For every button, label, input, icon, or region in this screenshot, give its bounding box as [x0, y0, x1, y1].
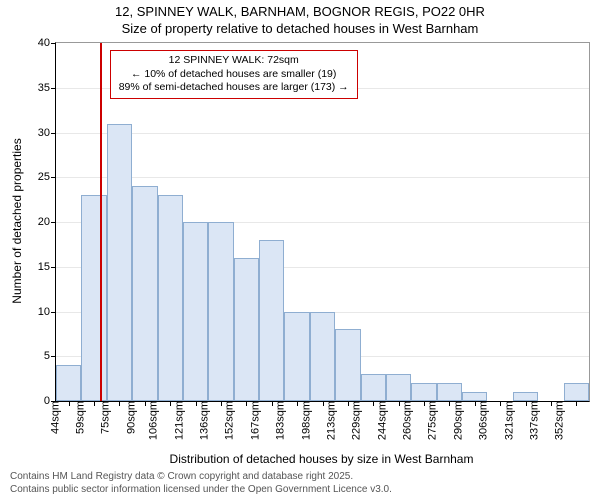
gridline [56, 133, 589, 134]
ytick-mark [51, 356, 56, 357]
ytick-label: 35 [38, 82, 50, 94]
histogram-bar [361, 374, 386, 401]
title-line-2: Size of property relative to detached ho… [0, 21, 600, 38]
xtick-label: 167sqm [243, 401, 261, 440]
annotation-line: 89% of semi-detached houses are larger (… [119, 81, 349, 95]
xtick-label: 352sqm [548, 401, 566, 440]
ytick-label: 5 [44, 350, 50, 362]
plot-area: 051015202530354044sqm59sqm75sqm90sqm106s… [55, 42, 590, 402]
xtick-label: 44sqm [43, 401, 61, 434]
footer-line-1: Contains HM Land Registry data © Crown c… [10, 470, 392, 483]
histogram-bar [284, 312, 309, 402]
histogram-bar [107, 124, 132, 401]
ytick-label: 10 [38, 306, 50, 318]
xtick-label: 275sqm [421, 401, 439, 440]
xtick-label: 183sqm [269, 401, 287, 440]
annotation-box: 12 SPINNEY WALK: 72sqm← 10% of detached … [110, 50, 358, 99]
histogram-bar [208, 222, 233, 401]
histogram-bar [81, 195, 106, 401]
xtick-label: 321sqm [497, 401, 515, 440]
footer-line-2: Contains public sector information licen… [10, 483, 392, 496]
histogram-bar [234, 258, 259, 401]
histogram-bar [513, 392, 538, 401]
ytick-label: 25 [38, 171, 50, 183]
xtick-label: 198sqm [294, 401, 312, 440]
annotation-line: 12 SPINNEY WALK: 72sqm [119, 54, 349, 68]
xtick-label: 136sqm [192, 401, 210, 440]
ytick-label: 40 [38, 37, 50, 49]
xtick-label: 75sqm [94, 401, 112, 434]
annotation-line: ← 10% of detached houses are smaller (19… [119, 68, 349, 82]
xtick-label: 213sqm [319, 401, 337, 440]
ytick-mark [51, 267, 56, 268]
ytick-mark [51, 88, 56, 89]
footer-attribution: Contains HM Land Registry data © Crown c… [10, 470, 392, 496]
histogram-bar [462, 392, 487, 401]
ytick-label: 30 [38, 127, 50, 139]
histogram-bar [335, 329, 360, 401]
histogram-bar [386, 374, 411, 401]
histogram-bar [56, 365, 81, 401]
ytick-mark [51, 43, 56, 44]
histogram-bar [259, 240, 284, 401]
ytick-mark [51, 133, 56, 134]
histogram-bar [564, 383, 589, 401]
xtick-mark [576, 401, 577, 406]
xtick-label: 152sqm [218, 401, 236, 440]
xtick-label: 260sqm [395, 401, 413, 440]
xtick-label: 90sqm [119, 401, 137, 434]
ytick-mark [51, 222, 56, 223]
histogram-bar [310, 312, 335, 402]
chart-title: 12, SPINNEY WALK, BARNHAM, BOGNOR REGIS,… [0, 4, 600, 38]
xtick-label: 59sqm [69, 401, 87, 434]
xtick-label: 306sqm [472, 401, 490, 440]
xtick-label: 337sqm [522, 401, 540, 440]
histogram-bar [437, 383, 462, 401]
chart-container: 12, SPINNEY WALK, BARNHAM, BOGNOR REGIS,… [0, 0, 600, 500]
xtick-label: 106sqm [142, 401, 160, 440]
histogram-bar [132, 186, 157, 401]
histogram-bar [411, 383, 436, 401]
xtick-label: 290sqm [446, 401, 464, 440]
xtick-label: 244sqm [370, 401, 388, 440]
marker-line [100, 43, 102, 401]
ytick-mark [51, 312, 56, 313]
ytick-mark [51, 177, 56, 178]
histogram-bar [183, 222, 208, 401]
title-line-1: 12, SPINNEY WALK, BARNHAM, BOGNOR REGIS,… [0, 4, 600, 21]
ytick-label: 20 [38, 216, 50, 228]
xtick-label: 121sqm [167, 401, 185, 440]
histogram-bar [158, 195, 183, 401]
gridline [56, 177, 589, 178]
x-axis-title: Distribution of detached houses by size … [170, 452, 474, 466]
xtick-label: 229sqm [345, 401, 363, 440]
ytick-label: 15 [38, 261, 50, 273]
y-axis-title: Number of detached properties [10, 138, 24, 303]
